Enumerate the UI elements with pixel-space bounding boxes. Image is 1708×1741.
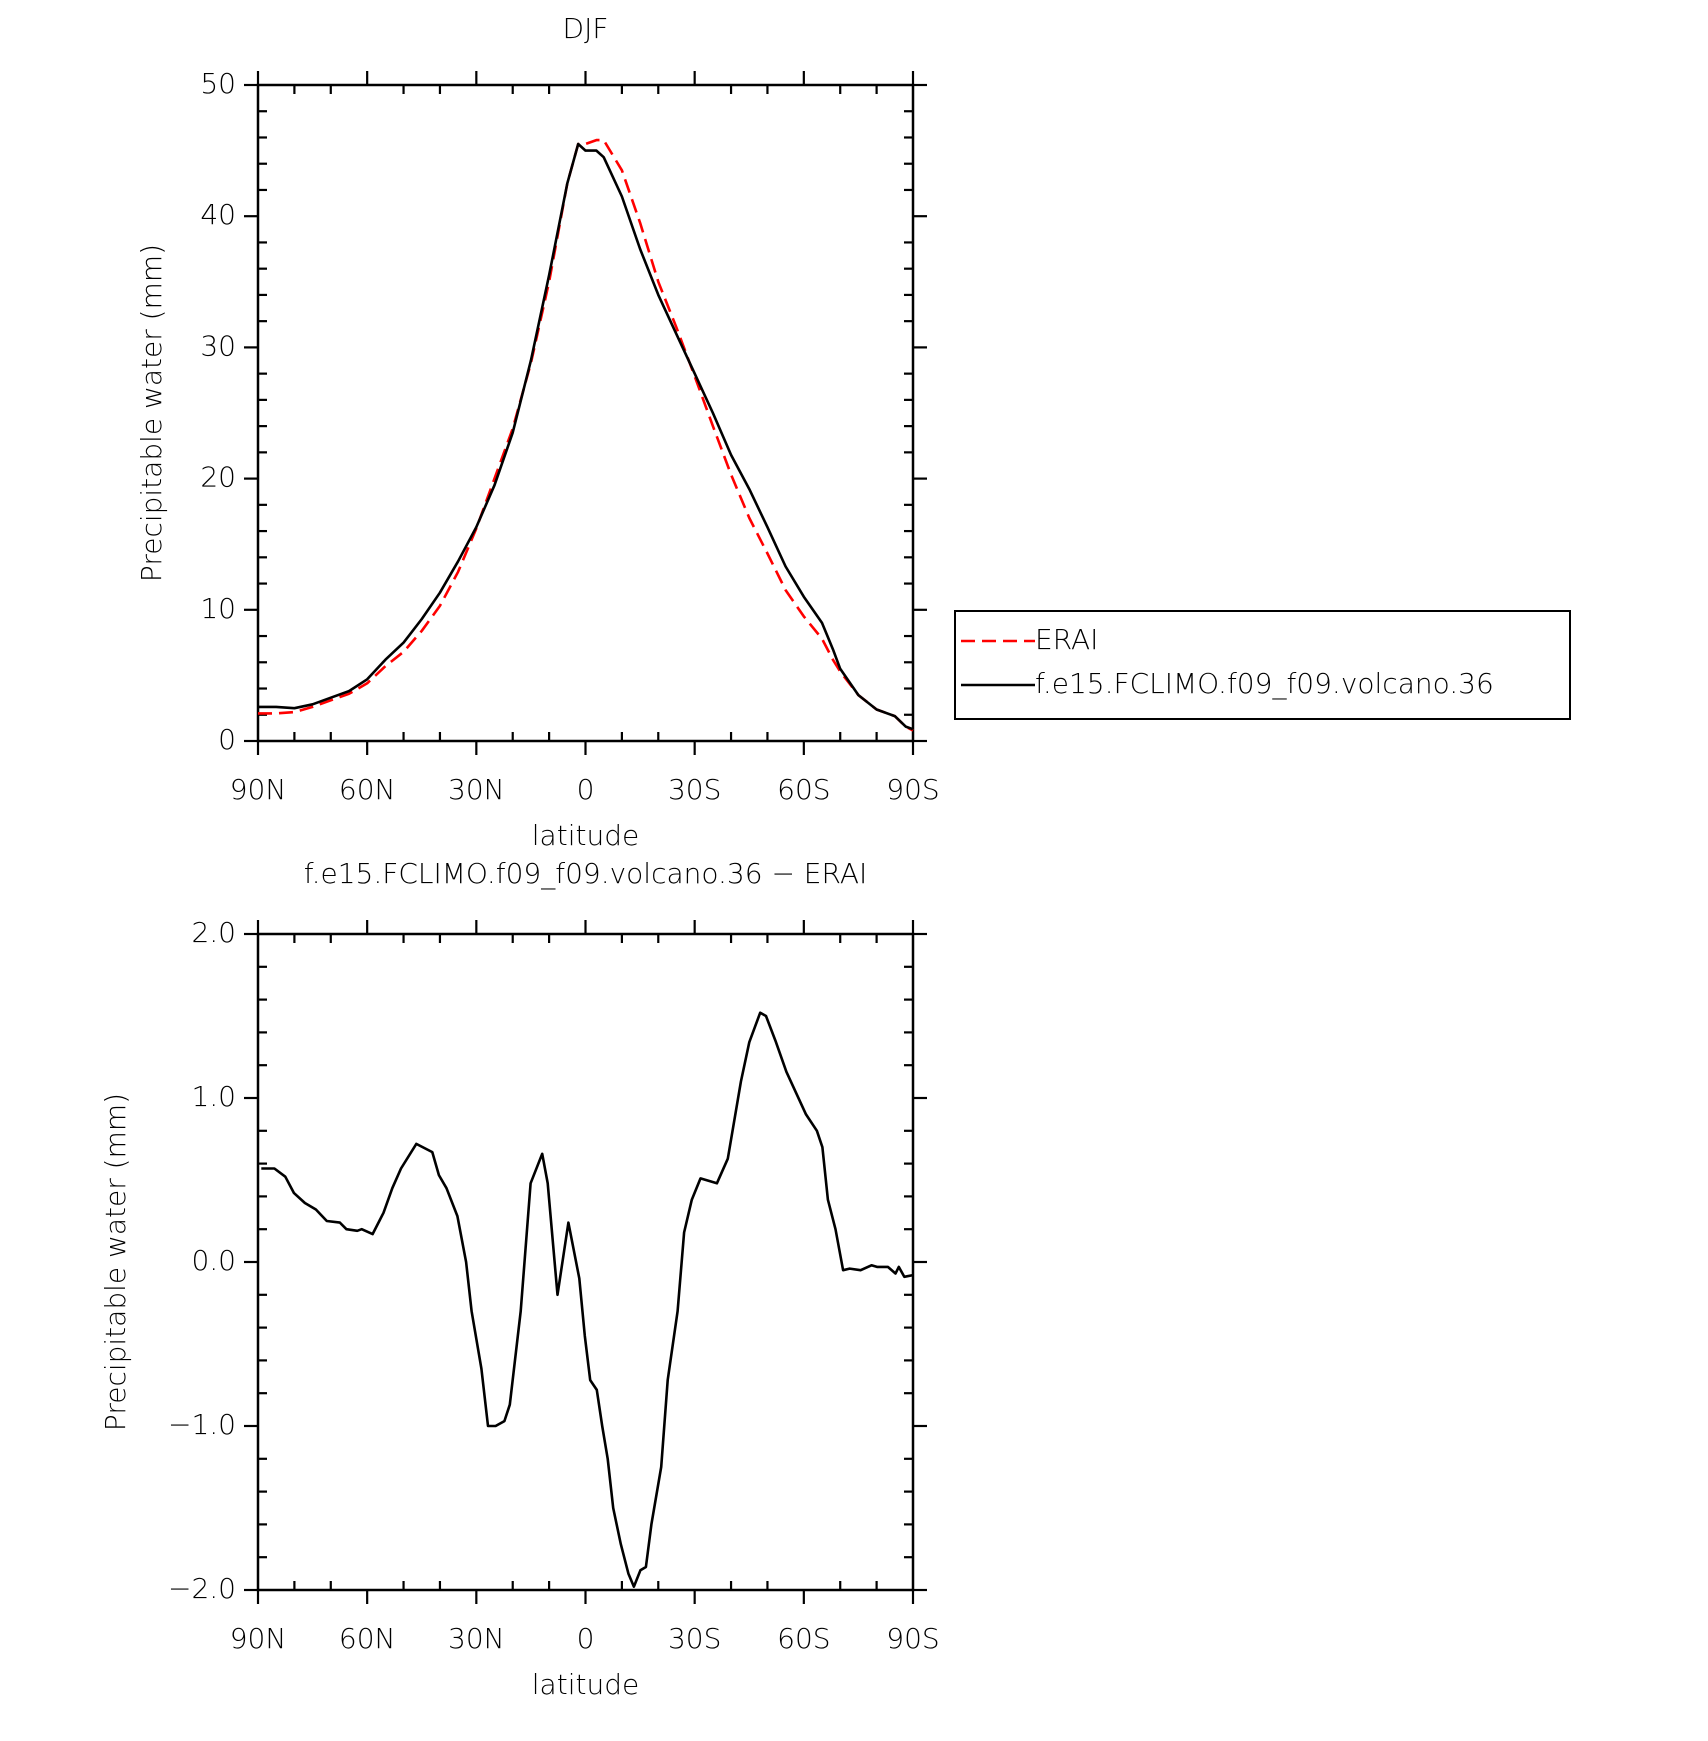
plot-frame <box>256 932 915 1592</box>
y-tick-label: 20 <box>200 461 236 494</box>
chart-title: f.e15.FCLIMO.f09_f09.volcano.36 − ERAI <box>304 857 867 891</box>
y-axis-label: Precipitable water (mm) <box>135 244 168 582</box>
legend-label: ERAI <box>1035 623 1098 656</box>
chart-title: DJF <box>563 12 609 45</box>
y-tick-label: 40 <box>200 198 236 231</box>
x-tick-label: 60S <box>777 773 830 806</box>
x-tick-label: 90S <box>886 773 939 806</box>
x-tick-label: 30N <box>448 773 505 806</box>
x-tick-label: 90N <box>230 773 287 806</box>
x-tick-label: 30S <box>668 1622 721 1655</box>
x-axis-label: latitude <box>532 819 639 852</box>
y-tick-label: −1.0 <box>168 1408 236 1441</box>
x-tick-label: 0 <box>577 1622 595 1655</box>
y-tick-label: 30 <box>200 329 236 362</box>
x-tick-label: 60N <box>339 1622 396 1655</box>
x-axis-label: latitude <box>532 1668 639 1701</box>
x-tick-label: 90S <box>886 1622 939 1655</box>
y-tick-label: −2.0 <box>168 1572 236 1605</box>
plot-frame <box>256 83 915 743</box>
x-tick-label: 30S <box>668 773 721 806</box>
x-tick-label: 30N <box>448 1622 505 1655</box>
x-tick-label: 90N <box>230 1622 287 1655</box>
x-tick-label: 60S <box>777 1622 830 1655</box>
y-tick-label: 50 <box>200 67 236 100</box>
x-tick-label: 60N <box>339 773 396 806</box>
y-tick-label: 1.0 <box>191 1080 236 1113</box>
legend-box <box>954 610 1571 720</box>
y-tick-label: 2.0 <box>191 916 236 949</box>
y-tick-label: 0 <box>218 723 236 756</box>
y-tick-label: 0.0 <box>191 1244 236 1277</box>
legend-label: f.e15.FCLIMO.f09_f09.volcano.36 <box>1035 667 1494 701</box>
series-line <box>261 1011 914 1588</box>
y-axis-label: Precipitable water (mm) <box>99 1093 132 1431</box>
series-line <box>258 138 914 732</box>
series-line <box>258 142 914 731</box>
y-tick-label: 10 <box>200 592 236 625</box>
x-tick-label: 0 <box>577 773 595 806</box>
